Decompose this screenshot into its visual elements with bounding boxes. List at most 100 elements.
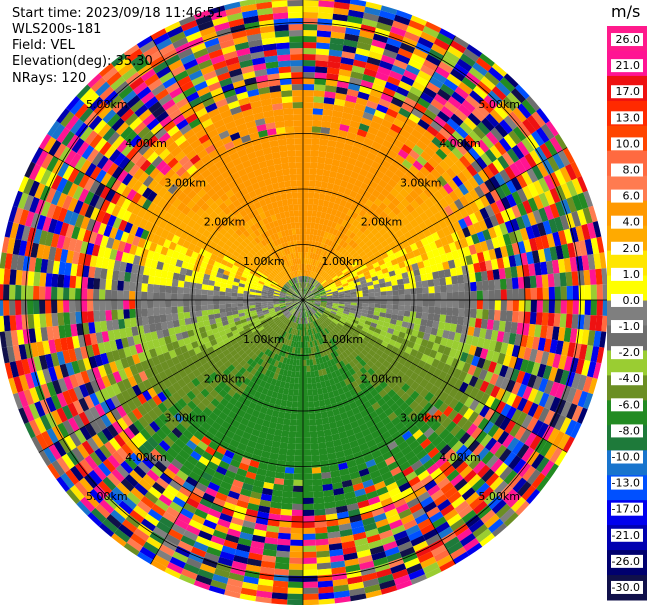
velocity-gate [391,284,399,291]
velocity-gate [416,300,423,307]
velocity-gate [396,211,406,221]
velocity-gate [332,153,342,161]
velocity-gate [334,147,344,156]
velocity-gate [329,262,336,269]
velocity-gate [338,293,345,297]
velocity-gate [341,149,352,158]
velocity-gate [303,30,318,37]
velocity-gate [303,377,308,384]
velocity-gate [183,293,190,300]
velocity-gate [494,172,506,186]
velocity-gate [316,30,332,38]
velocity-gate [311,455,320,462]
velocity-gate [327,239,333,247]
velocity-gate [303,593,319,600]
velocity-gate [3,300,10,316]
velocity-gate [303,298,309,300]
velocity-gate [446,300,453,308]
velocity-gate [303,12,319,19]
velocity-gate [332,275,339,281]
velocity-gate [329,195,337,203]
velocity-gate [277,454,287,462]
velocity-gate [471,253,480,264]
velocity-gate [87,277,95,290]
velocity-gate [332,266,339,272]
velocity-gate [327,268,333,275]
velocity-gate [309,234,314,241]
velocity-gate [313,192,320,200]
velocity-gate [314,295,321,298]
velocity-gate [378,227,387,236]
velocity-gate [411,80,426,93]
velocity-gate [492,320,500,331]
velocity-gate [339,255,346,262]
velocity-gate [359,217,368,226]
velocity-gate [374,206,384,216]
velocity-gate [314,222,320,230]
velocity-gate [135,300,142,309]
velocity-gate [405,213,415,223]
velocity-gate [367,216,376,225]
velocity-gate [420,64,435,77]
velocity-gate [443,244,452,254]
velocity-gate [318,288,325,292]
velocity-gate [376,150,387,160]
velocity-gate [159,292,166,300]
velocity-gate [293,473,303,480]
velocity-gate [516,141,530,157]
velocity-gate [287,587,303,594]
velocity-gate [453,258,462,268]
velocity-gate [472,221,483,234]
velocity-gate [159,300,166,308]
velocity-gate [303,120,313,127]
velocity-gate [213,300,220,305]
velocity-gate [308,295,315,299]
velocity-gate [401,144,413,155]
velocity-gate [368,146,380,156]
velocity-gate [93,289,100,300]
velocity-gate [433,93,448,106]
velocity-gate [352,251,359,259]
velocity-gate [330,208,338,216]
velocity-gate [129,281,136,292]
velocity-gate [465,94,480,109]
velocity-gate [399,128,411,139]
velocity-gate [536,287,543,300]
velocity-gate [489,175,501,189]
velocity-gate [375,269,383,276]
velocity-gate [353,278,361,284]
velocity-gate [519,156,532,171]
velocity-gate [318,0,335,2]
velocity-gate [351,114,363,124]
velocity-gate [33,300,40,315]
velocity-gate [343,270,350,276]
velocity-gate [338,273,345,279]
velocity-gate [307,383,313,390]
velocity-gate [563,228,573,244]
velocity-gate [332,296,339,299]
velocity-gate [307,204,314,211]
velocity-gate [499,77,516,93]
velocity-gate [452,291,459,300]
velocity-gate [87,288,94,300]
velocity-gate [355,237,363,245]
velocity-gate [455,266,464,276]
velocity-gate [330,31,346,40]
velocity-gate [391,309,399,316]
velocity-gate [331,256,337,263]
velocity-gate [280,436,289,444]
velocity-gate [417,70,432,82]
velocity-gate [431,136,444,149]
velocity-gate [411,262,419,271]
velocity-gate [303,6,319,13]
velocity-gate [368,296,375,300]
velocity-gate [542,300,549,313]
velocity-gate [504,220,515,234]
velocity-gate [428,293,435,300]
velocity-gate [448,201,459,213]
velocity-gate [326,73,339,81]
velocity-gate [207,284,215,291]
velocity-gate [451,315,459,325]
velocity-gate [354,102,367,112]
velocity-gate [472,85,488,100]
